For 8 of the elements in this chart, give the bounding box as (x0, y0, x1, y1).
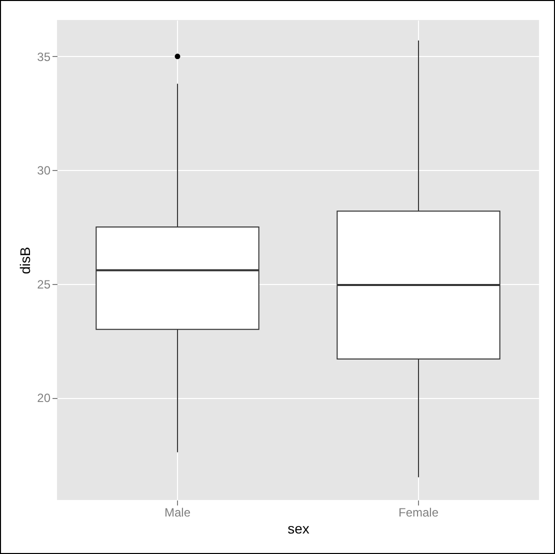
y-tick-label: 30 (37, 164, 51, 178)
x-tick-label: Female (398, 506, 439, 520)
x-axis-title: sex (288, 520, 310, 536)
y-tick-label: 25 (37, 277, 51, 292)
x-tick-label: Male (164, 506, 191, 520)
y-axis-title: disB (17, 246, 34, 274)
y-tick-label: 20 (37, 391, 51, 406)
y-tick-label: 35 (37, 50, 51, 64)
